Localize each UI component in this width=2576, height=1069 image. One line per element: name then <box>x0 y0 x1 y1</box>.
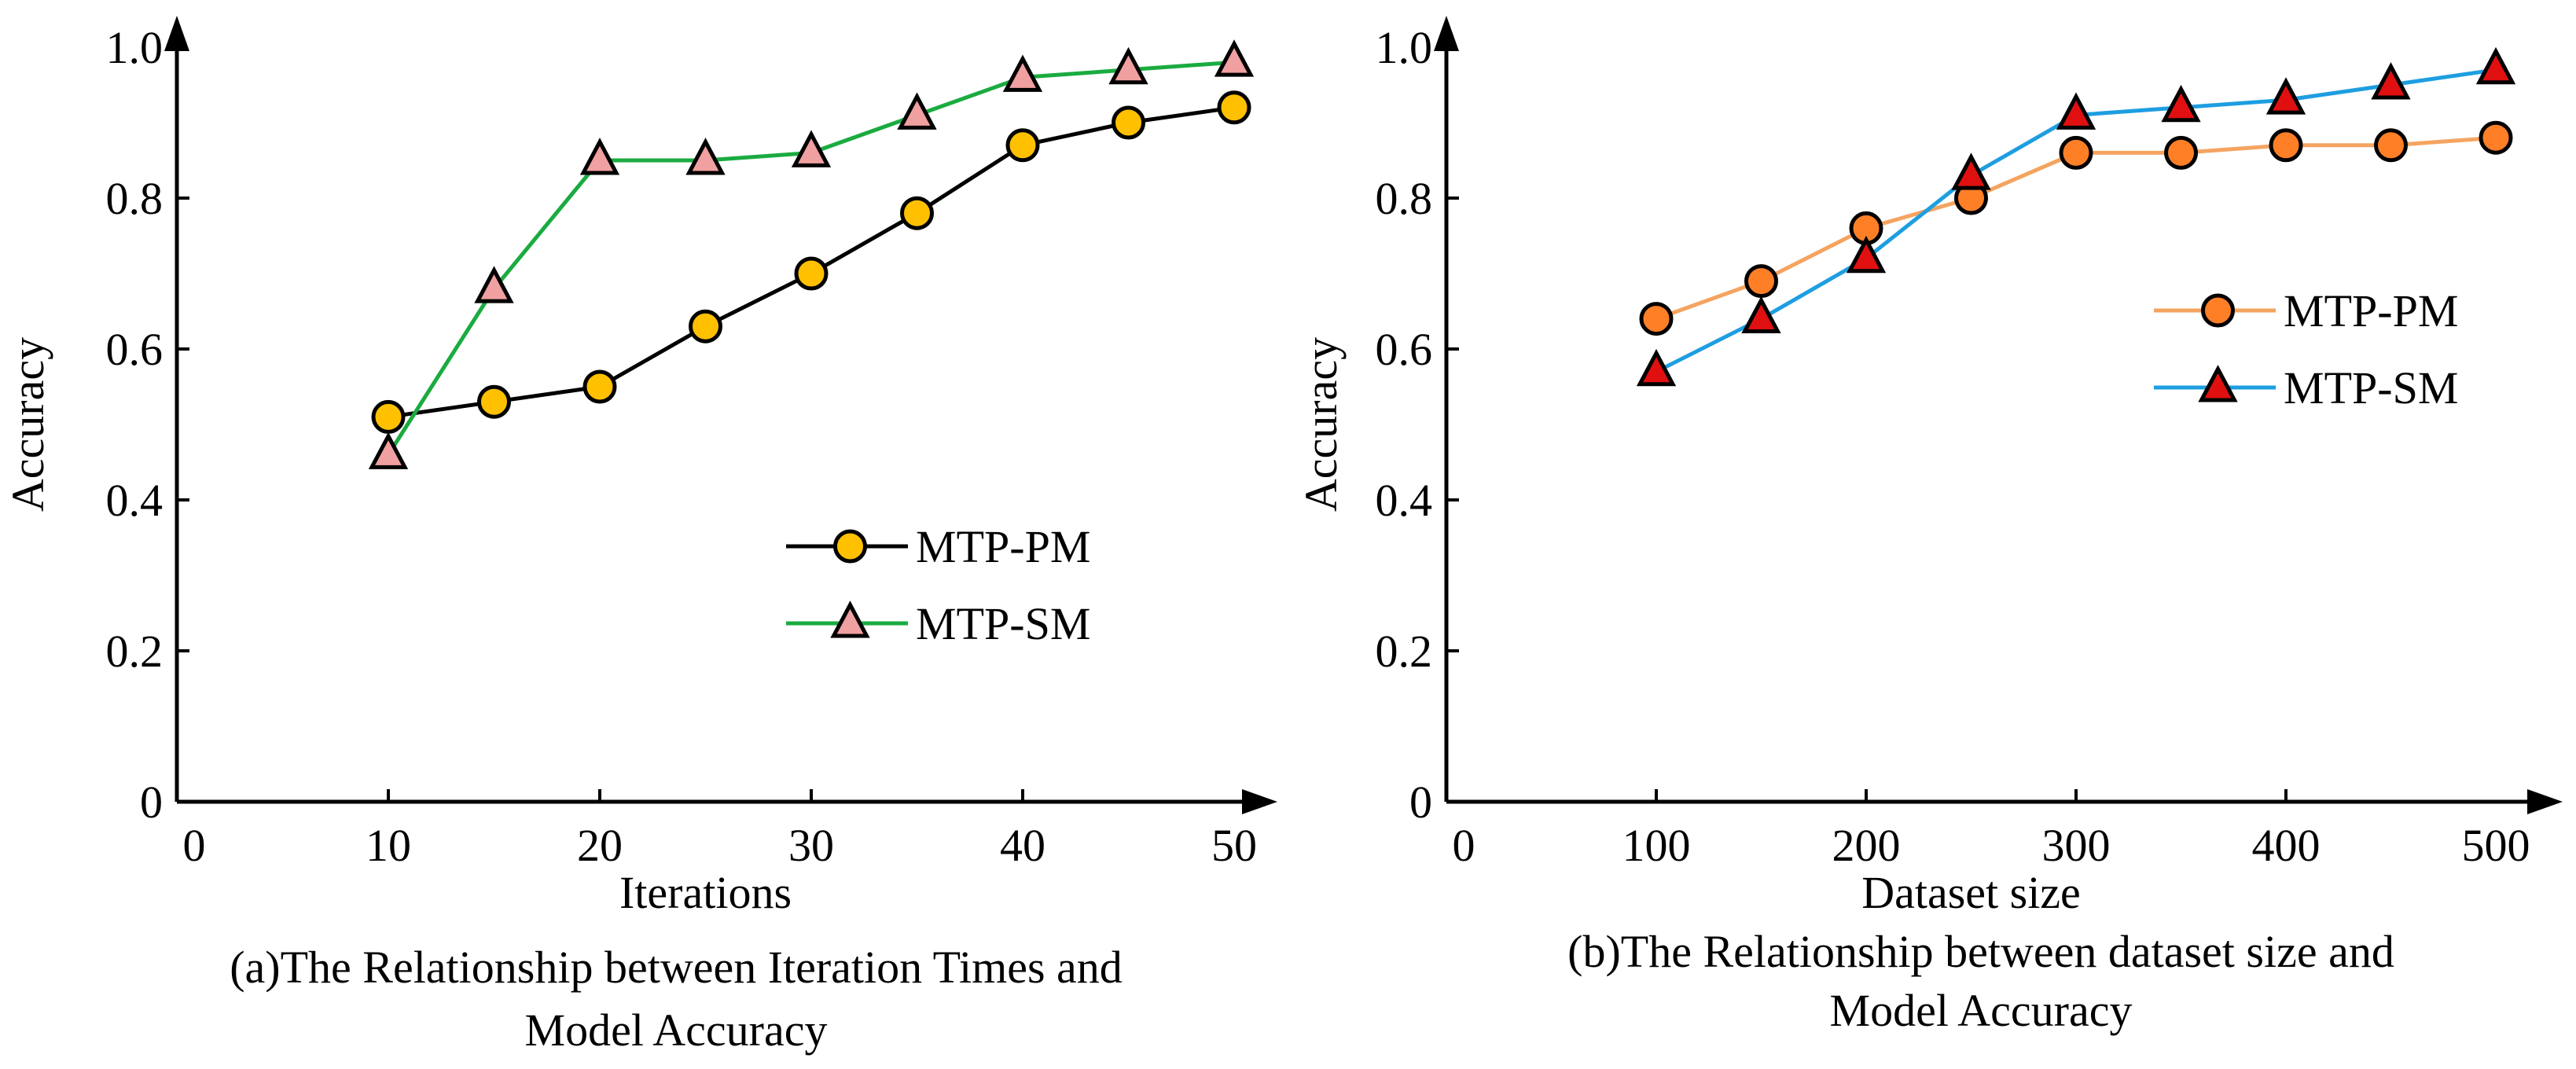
legend-marker <box>833 529 867 564</box>
x-tick-label: 300 <box>2042 820 2111 871</box>
x-axis-arrow <box>2527 789 2563 814</box>
data-point-mtp-sm <box>368 432 409 469</box>
data-point-mtp-pm <box>900 196 934 230</box>
legend-marker <box>2198 365 2238 402</box>
data-point-mtp-sm <box>1214 39 1255 77</box>
legend-label: MTP-PM <box>916 521 1090 572</box>
y-tick-label: 0.6 <box>106 324 164 375</box>
y-tick-label: 0 <box>1409 777 1432 828</box>
data-point-mtp-sm <box>791 130 832 167</box>
data-point-mtp-sm <box>1951 152 1991 190</box>
data-point-mtp-sm <box>2265 77 2306 115</box>
data-point-mtp-sm <box>2371 62 2411 100</box>
y-tick-label: 0.4 <box>1376 475 1433 526</box>
x-axis-label: Iterations <box>619 867 792 918</box>
data-point-mtp-pm <box>477 384 511 419</box>
chart-a: 0 0.2 0.4 0.6 0.8 1.0 0 10 20 30 40 50 Iterations Acc… <box>2 16 1277 1056</box>
y-tick-label: 0.6 <box>1376 324 1433 375</box>
data-point-mtp-pm <box>1112 105 1145 140</box>
x-tick-label: 30 <box>788 820 834 871</box>
data-point-mtp-sm <box>685 138 726 175</box>
x-axis-label: Dataset size <box>1861 867 2081 918</box>
data-point-mtp-sm <box>474 266 514 303</box>
y-tick-label: 0.2 <box>106 626 164 677</box>
data-point-mtp-pm <box>1744 264 1778 299</box>
data-point-mtp-sm <box>1002 54 1043 92</box>
data-point-mtp-pm <box>1217 90 1251 125</box>
data-point-mtp-pm <box>2269 128 2303 163</box>
data-point-mtp-sm <box>1846 235 1887 274</box>
data-point-mtp-pm <box>371 399 406 434</box>
y-tick-label: 0.4 <box>106 475 164 526</box>
y-tick-label: 0 <box>140 777 163 828</box>
legend-marker <box>830 601 870 638</box>
x-tick-label: 50 <box>1211 820 1257 871</box>
x-tick-label: 0 <box>183 820 206 871</box>
chart-caption: Model Accuracy <box>1830 985 2133 1036</box>
data-point-mtp-pm <box>1639 302 1674 336</box>
x-tick-label: 40 <box>1000 820 1045 871</box>
x-tick-label: 0 <box>1453 820 1475 871</box>
data-point-mtp-pm <box>689 309 722 343</box>
chart-b: 0 0.2 0.4 0.6 0.8 1.0 0 100 200 300 400 500 Dataset … <box>1295 16 2563 1036</box>
y-tick-label: 1.0 <box>106 22 164 73</box>
data-point-mtp-pm <box>2374 128 2408 163</box>
y-axis-arrow <box>1434 16 1459 51</box>
y-tick-label: 0.8 <box>106 173 164 224</box>
x-tick-label: 400 <box>2252 820 2321 871</box>
y-tick-label: 1.0 <box>1376 22 1433 73</box>
data-point-mtp-sm <box>897 92 937 130</box>
data-point-mtp-sm <box>1636 348 1677 387</box>
data-point-mtp-pm <box>794 256 829 291</box>
y-axis-label: Accuracy <box>2 337 53 512</box>
data-point-mtp-sm <box>1108 46 1148 85</box>
chart-caption: (b)The Relationship between dataset size… <box>1567 926 2394 977</box>
y-axis-label: Accuracy <box>1295 337 1347 512</box>
data-point-mtp-sm <box>1741 296 1781 334</box>
x-tick-label: 10 <box>366 820 411 871</box>
x-tick-label: 20 <box>577 820 623 871</box>
legend-label: MTP-SM <box>916 598 1090 649</box>
data-point-mtp-sm <box>2475 46 2516 85</box>
chart-caption: Model Accuracy <box>525 1005 828 1056</box>
data-point-mtp-sm <box>2056 92 2096 130</box>
x-tick-label: 200 <box>1832 820 1901 871</box>
legend-label: MTP-PM <box>2284 285 2458 336</box>
data-point-mtp-pm <box>1005 128 1040 163</box>
data-point-mtp-pm <box>2164 135 2198 170</box>
y-tick-label: 0.2 <box>1376 626 1433 677</box>
data-point-mtp-pm <box>582 369 617 404</box>
legend-marker <box>2201 293 2235 328</box>
y-axis-arrow <box>164 16 189 51</box>
x-tick-label: 100 <box>1622 820 1691 871</box>
chart-caption: (a)The Relationship between Iteration Ti… <box>230 942 1123 993</box>
data-point-mtp-sm <box>579 138 620 175</box>
x-tick-label: 500 <box>2462 820 2530 871</box>
x-axis-arrow <box>1242 789 1277 814</box>
legend-label: MTP-SM <box>2284 362 2458 413</box>
data-point-mtp-pm <box>2479 120 2513 155</box>
data-point-mtp-sm <box>2161 84 2201 123</box>
data-point-mtp-pm <box>2059 135 2093 170</box>
y-tick-label: 0.8 <box>1376 173 1433 224</box>
